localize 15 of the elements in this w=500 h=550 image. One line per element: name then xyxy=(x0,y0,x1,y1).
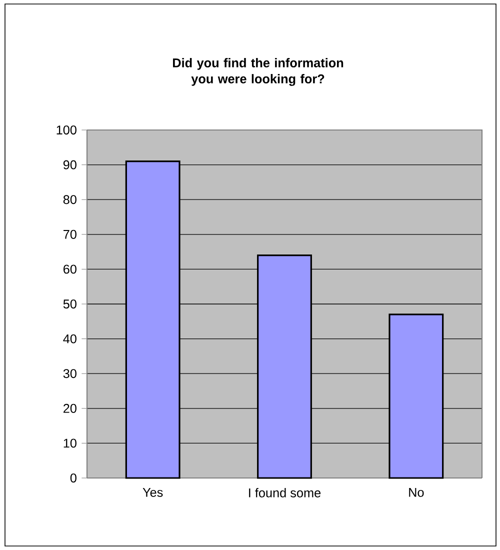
y-tick-label: 50 xyxy=(63,300,76,308)
y-tick-label: 0 xyxy=(70,474,76,482)
y-tick-label: 30 xyxy=(63,369,76,378)
y-tick-label: 20 xyxy=(63,404,76,413)
x-tick-label: I found some xyxy=(249,488,321,498)
y-tick-label: 90 xyxy=(63,160,76,170)
chart-title: Did you find the information you were looking for? xyxy=(173,58,344,86)
y-tick-label: 70 xyxy=(64,230,76,239)
y-tick-label: 80 xyxy=(63,195,76,204)
y-tick-label: 10 xyxy=(64,438,76,448)
y-tick-label: 60 xyxy=(64,264,76,274)
y-tick-label: 40 xyxy=(63,334,76,344)
y-tick-label: 100 xyxy=(56,126,76,134)
x-tick-label: Yes xyxy=(142,488,163,497)
x-tick-label: No xyxy=(409,488,424,497)
